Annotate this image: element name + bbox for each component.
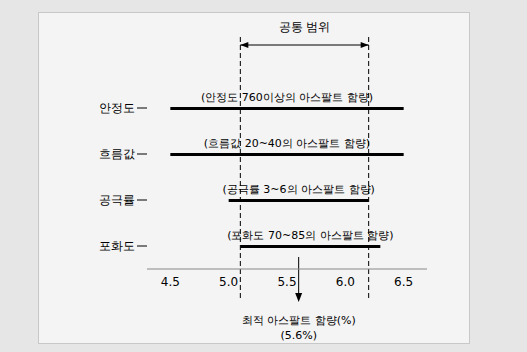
svg-text:(안정도 760이상의 아스팔트 함량): (안정도 760이상의 아스팔트 함량) <box>201 91 373 104</box>
svg-text:4.5: 4.5 <box>161 275 180 289</box>
svg-text:안정도: 안정도 <box>99 101 135 115</box>
svg-text:공극률: 공극률 <box>99 193 135 207</box>
svg-text:(공극률 3~6의 아스팔트 함량): (공극률 3~6의 아스팔트 함량) <box>223 183 375 196</box>
svg-text:최적 아스팔트 함량(%): 최적 아스팔트 함량(%) <box>242 314 356 327</box>
svg-text:5.0: 5.0 <box>219 275 238 289</box>
svg-text:5.5: 5.5 <box>277 275 296 289</box>
svg-text:(5.6%): (5.6%) <box>280 329 317 342</box>
svg-text:(포화도 70~85의 아스팔트 함량): (포화도 70~85의 아스팔트 함량) <box>227 229 393 242</box>
svg-text:공통 범위: 공통 범위 <box>279 20 331 34</box>
svg-text:흐름값: 흐름값 <box>99 147 135 161</box>
svg-text:6.5: 6.5 <box>394 275 413 289</box>
svg-text:(흐름값 20~40의 아스팔트 함량): (흐름값 20~40의 아스팔트 함량) <box>204 137 370 150</box>
svg-text:6.0: 6.0 <box>336 275 355 289</box>
svg-text:포화도: 포화도 <box>99 239 135 253</box>
